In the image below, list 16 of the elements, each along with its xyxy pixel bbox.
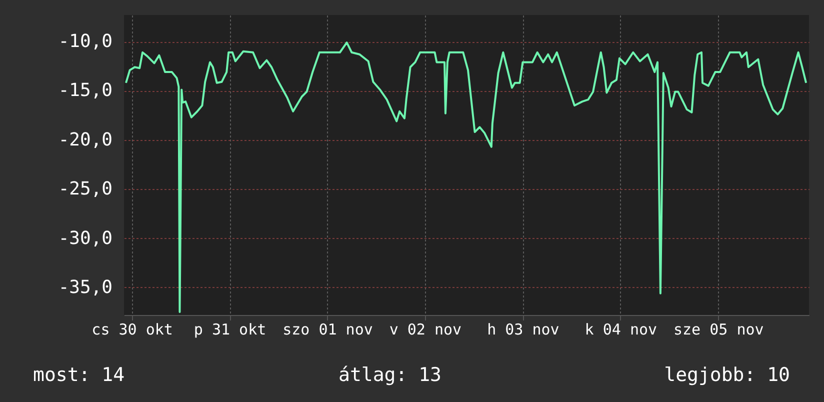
y-tick-label: -20,0 xyxy=(58,129,112,150)
text: átlag: 13 xyxy=(338,364,442,386)
x-tick-label: k 04 nov xyxy=(584,320,658,338)
text: legjobb: 10 xyxy=(664,364,790,386)
y-tick-label: -30,0 xyxy=(58,228,112,249)
x-tick-label: szo 01 nov xyxy=(282,320,373,338)
x-tick-label: v 02 nov xyxy=(389,320,462,338)
x-tick-label: h 03 nov xyxy=(487,320,560,338)
y-tick-label: -35,0 xyxy=(58,276,112,298)
x-tick-label: p 31 okt xyxy=(194,320,266,338)
text: most: 14 xyxy=(33,364,125,386)
y-tick-label: -25,0 xyxy=(58,178,112,200)
x-tick-label: cs 30 okt xyxy=(92,320,173,338)
y-tick-label: -15,0 xyxy=(58,80,112,102)
x-tick-label: sze 05 nov xyxy=(673,320,764,338)
y-tick-label: -10,0 xyxy=(58,31,112,52)
